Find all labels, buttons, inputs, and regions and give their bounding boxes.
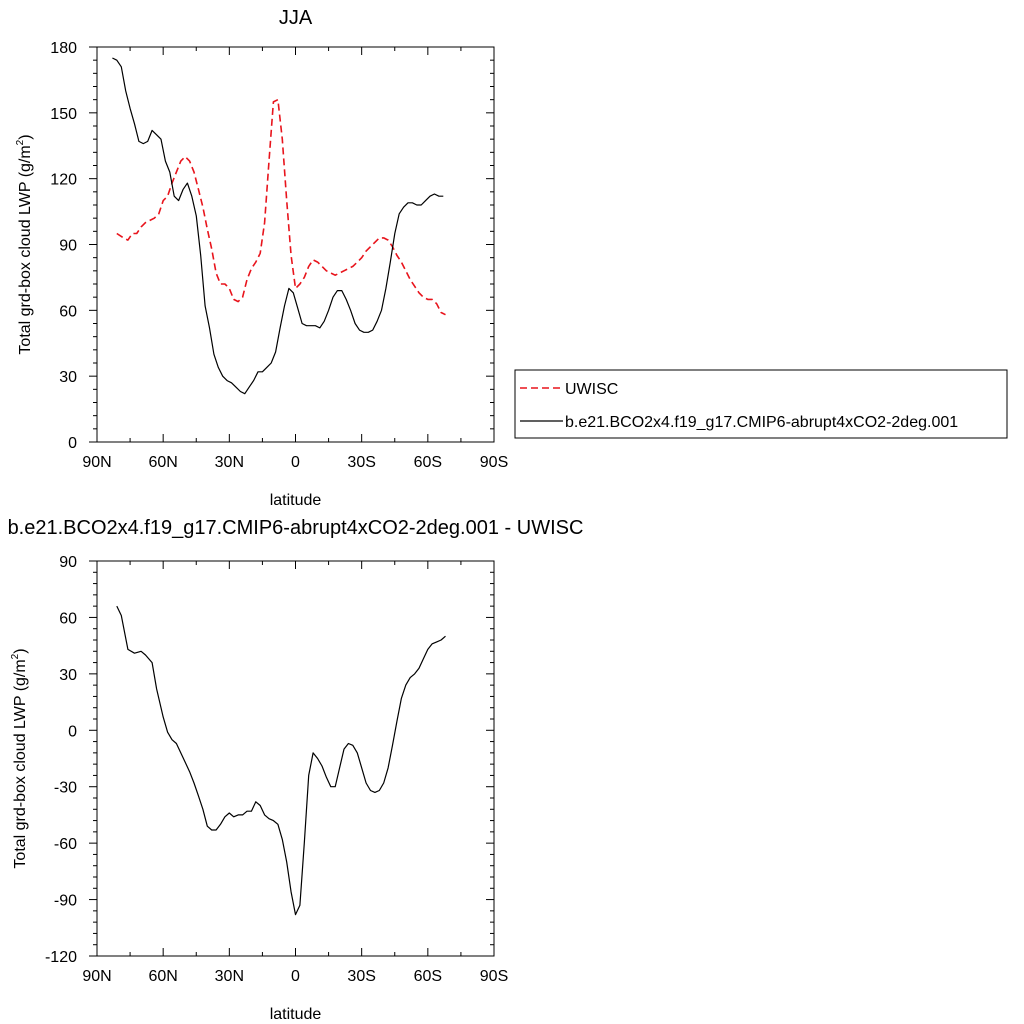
top-y-tick-label: 30	[59, 369, 77, 386]
bottom-y-tick-label: -120	[45, 949, 77, 966]
top-y-tick-label: 90	[59, 238, 77, 255]
top-x-tick-label: 30S	[347, 454, 375, 471]
top-y-tick-label: 0	[68, 435, 77, 452]
bottom-y-tick-label: 0	[68, 723, 77, 740]
top-y-tick-label: 120	[50, 172, 77, 189]
bottom-chart-title: b.e21.BCO2x4.f19_g17.CMIP6-abrupt4xCO2-2…	[8, 517, 584, 539]
legend-label-uwisc: UWISC	[565, 381, 618, 398]
bottom-x-tick-label: 30N	[215, 968, 244, 985]
legend-label-model: b.e21.BCO2x4.f19_g17.CMIP6-abrupt4xCO2-2…	[565, 414, 958, 431]
legend: UWISC b.e21.BCO2x4.f19_g17.CMIP6-abrupt4…	[514, 369, 1008, 439]
bottom-x-axis-label: latitude	[270, 1006, 322, 1023]
top-y-axis-label: Total grd-box cloud LWP (g/m2)	[15, 134, 34, 354]
top-chart-title: JJA	[279, 7, 313, 29]
bottom-panel: b.e21.BCO2x4.f19_g17.CMIP6-abrupt4xCO2-2…	[8, 517, 584, 1023]
bottom-plot-frame	[96, 560, 495, 957]
top-y-tick-label: 150	[50, 106, 77, 123]
top-x-tick-label: 90N	[82, 454, 111, 471]
bottom-y-tick-label: -60	[54, 836, 77, 853]
top-x-tick-label: 60N	[148, 454, 177, 471]
top-x-tick-label: 0	[291, 454, 300, 471]
top-y-tick-label: 180	[50, 40, 77, 57]
bottom-x-tick-label: 60S	[414, 968, 442, 985]
top-plot-area: 90N 60N 30N 0 30S 60S 90S 0 30 60 90 120 150 180	[50, 40, 508, 471]
top-x-axis-label: latitude	[270, 492, 322, 509]
top-x-tick-label: 90S	[480, 454, 508, 471]
top-plot-frame	[96, 46, 495, 443]
bottom-y-tick-label: 30	[59, 667, 77, 684]
top-series-line-uwisc	[116, 98, 446, 316]
bottom-y-axis-label: Total grd-box cloud LWP (g/m2)	[10, 648, 29, 868]
bottom-x-tick-label: 0	[291, 968, 300, 985]
bottom-y-tick-label: -90	[54, 893, 77, 910]
top-panel: JJA 90N 60N 30N 0 30S 60S 90S0306090120150180 …	[15, 7, 508, 509]
bottom-x-tick-label: 90S	[480, 968, 508, 985]
bottom-plot-area: 90N 60N 30N 0 30S 60S 90S -120 -90 -60 -30 0 30 60 90	[45, 554, 508, 985]
bottom-series-line-difference	[116, 605, 446, 916]
legend-box	[514, 369, 1008, 439]
bottom-x-tick-label: 60N	[148, 968, 177, 985]
top-x-tick-label: 30N	[215, 454, 244, 471]
top-x-tick-label: 60S	[414, 454, 442, 471]
bottom-y-tick-label: -30	[54, 780, 77, 797]
bottom-x-tick-label: 30S	[347, 968, 375, 985]
bottom-y-tick-label: 90	[59, 554, 77, 571]
top-y-tick-label: 60	[59, 303, 77, 320]
bottom-y-tick-label: 60	[59, 610, 77, 627]
bottom-x-tick-label: 90N	[82, 968, 111, 985]
top-series-line-model	[112, 57, 444, 395]
